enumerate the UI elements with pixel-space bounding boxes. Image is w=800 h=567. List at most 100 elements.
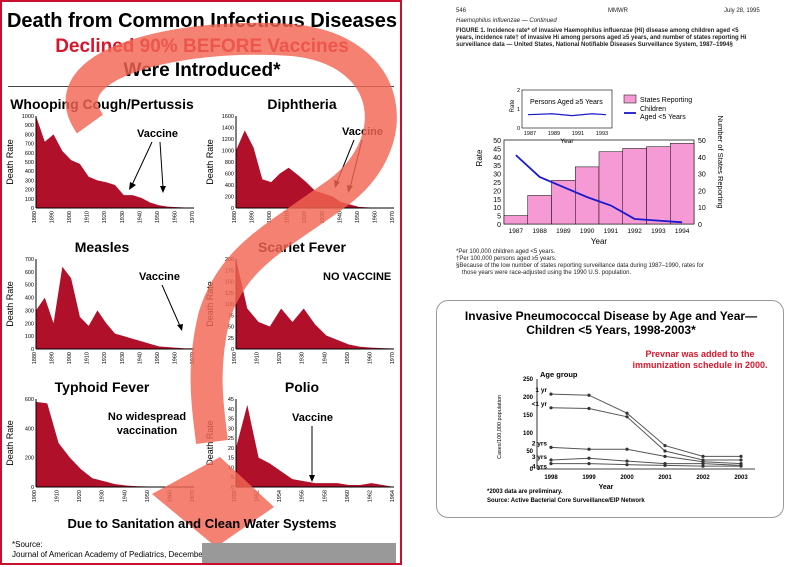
ipd-xtick: 2003 <box>734 475 748 481</box>
diphtheria-ytick: 1400 <box>222 126 234 132</box>
ipd-point <box>739 454 743 458</box>
mmwr-ytick: 0 <box>497 222 501 229</box>
mmwr-footnote-2: †Per 100,000 persons aged ≥5 years. <box>456 256 557 262</box>
scarlet-xtick: 1930 <box>300 352 306 364</box>
mmwr-ytick: 40 <box>493 155 501 162</box>
ipd-point <box>739 464 743 468</box>
measles-ylabel: Death Rate <box>6 281 15 327</box>
mmwr-ytick: 15 <box>493 197 501 204</box>
polio-ytick: 20 <box>228 446 234 452</box>
vaccine-label-measles: Vaccine <box>139 271 180 283</box>
scarlet-xtick: 1950 <box>345 352 351 364</box>
mmwr-inset-xtick: 1993 <box>596 131 608 137</box>
ipd-point <box>587 456 591 460</box>
reference-panel: 546 MMWR July 28, 1995 Haemophilus influ… <box>404 0 800 565</box>
mmwr-footnote-3: §Because of the low number of states rep… <box>456 263 704 269</box>
ipd-line <box>550 457 742 466</box>
mmwr-inset-line <box>527 113 607 117</box>
ipd-chart: 0 50 100 150 200 250 1998 1999 2000 2001 2002 2003 Y… <box>497 370 755 491</box>
mmwr-page-number: 546 <box>456 8 467 14</box>
polio-ytick: 15 <box>228 456 234 462</box>
typhoid-xtick: 1940 <box>122 490 128 502</box>
no-vaccination-label-typhoid: No widespread vaccination <box>107 411 187 437</box>
diphtheria-xtick: 1880 <box>232 211 238 223</box>
source-text: Journal of American Academy of Pediatric… <box>12 550 226 559</box>
typhoid-ytick: 200 <box>25 456 34 462</box>
polio-ytick: 25 <box>228 436 234 442</box>
ipd-point <box>587 447 591 451</box>
mmwr-ytick: 30 <box>493 172 501 179</box>
polio-xtick: 1964 <box>390 490 396 502</box>
ipd-point <box>701 464 705 468</box>
pertussis-ytick: 700 <box>25 142 34 148</box>
mmwr-bar <box>527 195 552 225</box>
ipd-ytick: 50 <box>526 449 533 455</box>
diphtheria-xtick: 1890 <box>250 211 256 223</box>
mmwr-bar <box>503 215 528 225</box>
typhoid-ytick: 0 <box>31 485 34 491</box>
mmwr-footnote-4: those years were race-adjusted using the… <box>462 270 632 276</box>
ipd-xtick: 2001 <box>658 475 672 481</box>
mmwr-legend-states: States Reporting <box>640 97 692 104</box>
ipd-ytick: 100 <box>523 431 534 437</box>
ipd-point <box>663 449 667 453</box>
ipd-point <box>549 406 553 410</box>
arrow-measles <box>161 284 181 327</box>
ipd-point <box>587 406 591 411</box>
arrowhead-polio <box>309 475 315 482</box>
ipd-xtick: 1999 <box>582 475 596 481</box>
no-vaccine-label-scarlet: NO VACCINE <box>323 271 392 283</box>
footer-main: Due to Sanitation and Clean Water System… <box>67 516 337 531</box>
diphtheria-xtick: 1900 <box>267 211 273 223</box>
ipd-point <box>739 458 743 462</box>
poster-subtitle-2: Were Introduced* <box>123 60 281 81</box>
polio-xtick: 1958 <box>322 490 328 502</box>
typhoid-xtick: 1950 <box>145 490 151 502</box>
mmwr-y2tick: 0 <box>698 222 702 229</box>
ipd-point <box>701 454 705 458</box>
pertussis-xtick: 1940 <box>137 211 143 223</box>
ipd-point <box>625 459 629 463</box>
polio-ytick: 45 <box>228 397 234 403</box>
mmwr-legend-children-l2: Aged <5 Years <box>640 114 686 121</box>
typhoid-ylabel: Death Rate <box>6 420 15 466</box>
ipd-ytick: 0 <box>530 467 534 473</box>
diphtheria-xtick: 1940 <box>337 211 343 223</box>
ipd-series-label: 3 yrs <box>532 454 548 461</box>
mmwr-y2label: Number of States Reporting <box>716 116 725 209</box>
diphtheria-ytick: 600 <box>225 172 234 178</box>
mmwr-bar <box>670 143 695 225</box>
diphtheria-area <box>236 130 394 208</box>
scarlet-ytick: 0 <box>231 347 234 353</box>
measles-xtick: 1950 <box>155 352 161 364</box>
mmwr-inset-xtick: 1991 <box>572 131 584 137</box>
ipd-line <box>550 393 741 457</box>
chart-title-pertussis: Whooping Cough/Pertussis <box>10 96 194 112</box>
ipd-point <box>663 444 667 448</box>
pertussis-ytick: 0 <box>31 206 34 212</box>
mmwr-running-head: Haemophilus influenzae — Continued <box>456 18 557 24</box>
typhoid-ytick: 400 <box>25 426 34 432</box>
ipd-line <box>550 407 741 461</box>
measles-xtick: 1910 <box>85 352 91 364</box>
mmwr-journal: MMWR <box>608 8 628 14</box>
pertussis-ytick: 500 <box>25 160 34 166</box>
ipd-point <box>663 463 667 467</box>
pertussis-ytick: 200 <box>25 188 34 194</box>
redacted-block <box>202 543 396 563</box>
measles-ytick: 0 <box>31 347 34 353</box>
polio-ytick: 30 <box>228 426 234 432</box>
polio-xtick: 1960 <box>345 490 351 502</box>
ipd-xtick: 2000 <box>620 475 634 481</box>
measles-xtick: 1920 <box>102 352 108 364</box>
scarlet-xtick: 1920 <box>277 352 283 364</box>
diphtheria-ytick: 1000 <box>222 149 234 155</box>
ipd-point <box>625 463 629 467</box>
polio-xtick: 1962 <box>367 490 373 502</box>
ipd-note-2: Source: Active Bacterial Core Surveillan… <box>487 498 645 504</box>
mmwr-xtick: 1989 <box>556 228 571 235</box>
ipd-box: Invasive Pneumococcal Disease by Age and… <box>436 300 784 518</box>
typhoid-xtick: 1910 <box>55 490 61 502</box>
mmwr-y2tick: 30 <box>698 172 706 179</box>
